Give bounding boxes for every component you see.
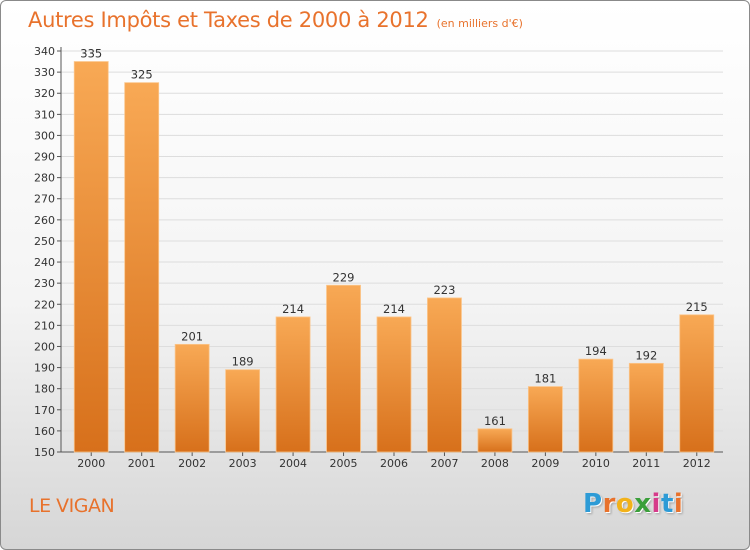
x-tick-label: 2004 [279,457,307,470]
bar-2003 [225,369,261,453]
value-label: 214 [282,302,304,316]
x-tick-label: 2005 [330,457,358,470]
y-tick-label: 230 [34,277,55,290]
x-tick-label: 2008 [481,457,509,470]
y-tick-label: 280 [34,172,55,185]
logo-letter: i [651,489,661,519]
y-tick-label: 340 [34,45,55,58]
value-label: 229 [333,270,355,284]
value-label: 194 [585,344,607,358]
chart-subtitle: (en milliers d'€) [436,17,523,30]
y-tick-label: 250 [34,235,55,248]
proxiti-logo[interactable]: Proxiti [583,489,683,519]
y-tick-label: 330 [34,66,55,79]
logo-letter: t [660,489,674,519]
y-tick-label: 310 [34,108,55,121]
logo-letter: o [615,489,635,519]
y-tick-label: 180 [34,383,55,396]
x-tick-label: 2001 [128,457,156,470]
axes: 150 160 170 180 190 200 210 220 230 240 250 260 270 2… [34,45,723,470]
x-tick-label: 2003 [229,457,257,470]
value-label: 215 [686,300,708,314]
logo-letter: x [634,489,652,519]
bar-2011 [628,362,664,453]
bar-2005 [326,284,361,453]
logo-letter: P [583,489,603,519]
y-tick-label: 170 [34,404,55,417]
chart-title-text: Autres Impôts et Taxes de 2000 à 2012 [28,8,429,32]
y-tick-label: 160 [34,425,55,438]
y-tick-label: 260 [34,214,55,227]
commune-name: LE VIGAN [29,495,115,517]
chart-title: Autres Impôts et Taxes de 2000 à 2012 (en… [28,8,523,32]
value-label: 161 [484,414,506,428]
value-label: 325 [131,68,153,82]
y-tick-label: 200 [34,340,55,353]
logo-letter: i [673,489,684,519]
y-tick-label: 210 [34,319,55,332]
value-label: 335 [80,47,102,61]
logo-letter: r [602,489,616,519]
x-tick-label: 2007 [430,457,458,470]
bar-2009 [527,386,563,453]
bar-2000 [73,61,109,453]
x-tick-label: 2009 [531,457,559,470]
data-labels: 335 325 201 189 214 229 214 223 161 181 194 192 215 [80,47,707,428]
y-tick-label: 300 [34,129,55,142]
bars [73,61,715,453]
bar-2001 [124,82,160,453]
x-tick-label: 2002 [178,457,206,470]
y-tick-label: 320 [34,87,55,100]
bar-2002 [174,343,210,453]
bar-2004 [275,316,311,453]
x-tick-label: 2006 [380,457,408,470]
value-label: 189 [232,355,254,369]
y-tick-label: 240 [34,256,55,269]
value-label: 214 [383,302,405,316]
value-label: 223 [433,283,455,297]
bar-2006 [376,316,412,453]
bar-2010 [578,358,614,453]
value-label: 181 [534,372,556,386]
x-tick-label: 2012 [683,457,711,470]
value-label: 201 [181,329,203,343]
x-tick-label: 2011 [632,457,660,470]
x-tick-label: 2010 [582,457,610,470]
y-tick-label: 190 [34,362,55,375]
y-tick-label: 270 [34,193,55,206]
y-tick-label: 150 [34,446,55,459]
value-label: 192 [635,348,657,362]
bar-2007 [427,297,462,453]
bar-2012 [679,314,715,453]
y-tick-label: 220 [34,298,55,311]
x-tick-label: 2000 [77,457,105,470]
bar-2008 [477,428,513,453]
y-tick-label: 290 [34,151,55,164]
